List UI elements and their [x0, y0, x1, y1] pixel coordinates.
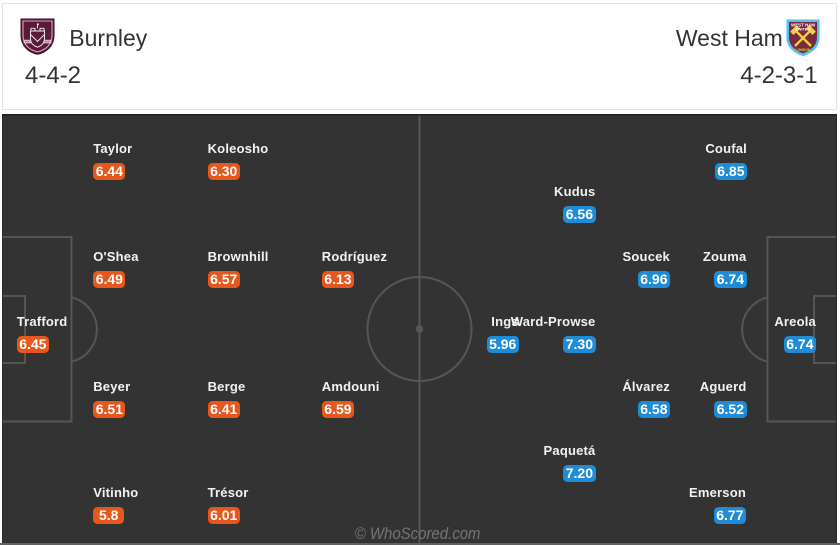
svg-text:UNITED: UNITED	[795, 28, 809, 32]
svg-text:WEST HAM: WEST HAM	[791, 23, 815, 28]
svg-text:LONDON: LONDON	[795, 48, 810, 52]
